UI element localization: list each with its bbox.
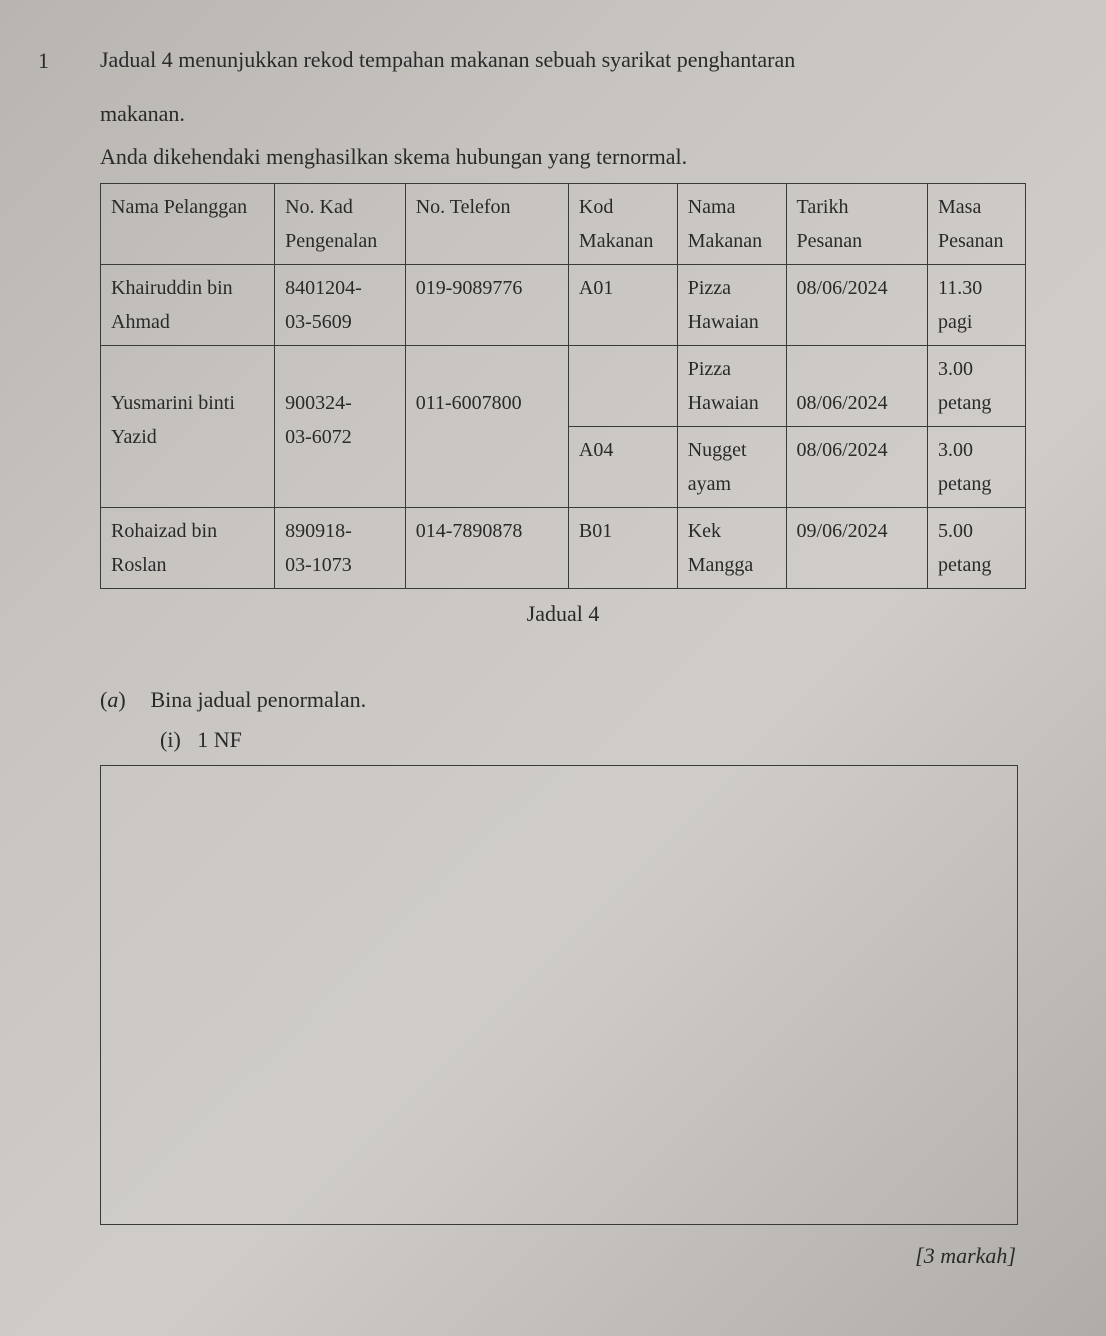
table-row: Yusmarini binti Yazid 900324- 03-6072 01…: [101, 345, 1026, 426]
header-nm-a: Nama: [688, 196, 736, 218]
cell-date-val: 08/06/2024: [797, 392, 888, 414]
header-tp-a: Tarikh: [797, 196, 849, 218]
cell-food: Pizza Hawaian: [677, 345, 786, 426]
header-nama-pelanggan: Nama Pelanggan: [101, 183, 275, 264]
cell-ic-b: 03-5609: [285, 311, 352, 333]
cell-time-a: 11.30: [938, 277, 982, 299]
cell-ic: 8401204- 03-5609: [275, 264, 406, 345]
cell-time-b: petang: [938, 473, 991, 495]
sub-i-text: 1 NF: [197, 727, 242, 752]
cell-food-b: ayam: [688, 473, 731, 495]
cell-time: 5.00 petang: [928, 507, 1026, 588]
cell-kod: A01: [568, 264, 677, 345]
table-row: Rohaizad bin Roslan 890918- 03-1073 014-…: [101, 507, 1026, 588]
header-tarikh-pesanan: Tarikh Pesanan: [786, 183, 927, 264]
sub-part-i: (i) 1 NF: [160, 727, 1026, 753]
cell-food-a: Kek: [688, 520, 721, 542]
sub-i-label: (i): [160, 727, 181, 752]
cell-tel-val: 011-6007800: [416, 392, 522, 414]
cell-food-a: Pizza: [688, 358, 731, 380]
cell-time-b: pagi: [938, 311, 972, 333]
cell-time-a: 5.00: [938, 520, 973, 542]
cell-name-a: Yusmarini binti: [111, 392, 235, 414]
cell-date: 08/06/2024: [786, 345, 927, 426]
part-a-text: Bina jadual penormalan.: [151, 687, 367, 712]
cell-time-b: petang: [938, 554, 991, 576]
header-no-kad: No. Kad Pengenalan: [275, 183, 406, 264]
question-content: Jadual 4 menunjukkan rekod tempahan maka…: [100, 40, 1026, 1269]
header-masa-pesanan: Masa Pesanan: [928, 183, 1026, 264]
cell-date: 08/06/2024: [786, 264, 927, 345]
cell-name: Rohaizad bin Roslan: [101, 507, 275, 588]
header-tp-b: Pesanan: [797, 230, 863, 252]
cell-tel: 019-9089776: [405, 264, 568, 345]
intro-line-2: makanan.: [100, 94, 1026, 134]
header-no-kad-b: Pengenalan: [285, 230, 377, 252]
answer-box: [100, 765, 1018, 1225]
header-kod-a: Kod: [579, 196, 613, 218]
cell-date: 09/06/2024: [786, 507, 927, 588]
cell-ic-a: 890918-: [285, 520, 352, 542]
header-kod-b: Makanan: [579, 230, 653, 252]
cell-ic: 890918- 03-1073: [275, 507, 406, 588]
question-number: 1: [38, 48, 49, 74]
header-no-kad-a: No. Kad: [285, 196, 353, 218]
cell-name: Yusmarini binti Yazid: [101, 345, 275, 507]
cell-time-b: petang: [938, 392, 991, 414]
cell-food: Nugget ayam: [677, 426, 786, 507]
cell-name-b: Ahmad: [111, 311, 170, 333]
marks-label: [3 markah]: [100, 1243, 1016, 1269]
header-nm-b: Makanan: [688, 230, 762, 252]
cell-time: 3.00 petang: [928, 426, 1026, 507]
part-a-label: (a): [100, 687, 145, 713]
cell-name: Khairuddin bin Ahmad: [101, 264, 275, 345]
cell-time-a: 3.00: [938, 439, 973, 461]
cell-food: Pizza Hawaian: [677, 264, 786, 345]
cell-ic: 900324- 03-6072: [275, 345, 406, 507]
cell-date: 08/06/2024: [786, 426, 927, 507]
table-row: Khairuddin bin Ahmad 8401204- 03-5609 01…: [101, 264, 1026, 345]
cell-food-b: Hawaian: [688, 311, 759, 333]
intro-line-3: Anda dikehendaki menghasilkan skema hubu…: [100, 137, 1026, 177]
cell-ic-a: 8401204-: [285, 277, 362, 299]
cell-food-b: Hawaian: [688, 392, 759, 414]
cell-time-a: 3.00: [938, 358, 973, 380]
header-kod-makanan: Kod Makanan: [568, 183, 677, 264]
cell-time: 11.30 pagi: [928, 264, 1026, 345]
intro-line-1: Jadual 4 menunjukkan rekod tempahan maka…: [100, 40, 1026, 80]
table-caption: Jadual 4: [100, 601, 1026, 627]
cell-kod: B01: [568, 507, 677, 588]
cell-name-b: Yazid: [111, 426, 157, 448]
cell-kod: A04: [568, 426, 677, 507]
cell-ic-a: 900324-: [285, 392, 352, 414]
cell-name-b: Roslan: [111, 554, 167, 576]
cell-food-b: Mangga: [688, 554, 754, 576]
table-header-row: Nama Pelanggan No. Kad Pengenalan No. Te…: [101, 183, 1026, 264]
cell-kod: [568, 345, 677, 426]
cell-tel: 011-6007800: [405, 345, 568, 507]
cell-food-a: Nugget: [688, 439, 747, 461]
cell-time: 3.00 petang: [928, 345, 1026, 426]
header-nama-makanan: Nama Makanan: [677, 183, 786, 264]
part-a: (a) Bina jadual penormalan.: [100, 687, 1026, 713]
header-no-telefon: No. Telefon: [405, 183, 568, 264]
header-mp-b: Pesanan: [938, 230, 1004, 252]
cell-food: Kek Mangga: [677, 507, 786, 588]
cell-food-a: Pizza: [688, 277, 731, 299]
data-table: Nama Pelanggan No. Kad Pengenalan No. Te…: [100, 183, 1026, 589]
cell-ic-b: 03-1073: [285, 554, 352, 576]
cell-ic-b: 03-6072: [285, 426, 352, 448]
cell-name-a: Rohaizad bin: [111, 520, 217, 542]
header-mp-a: Masa: [938, 196, 981, 218]
cell-tel: 014-7890878: [405, 507, 568, 588]
cell-name-a: Khairuddin bin: [111, 277, 233, 299]
